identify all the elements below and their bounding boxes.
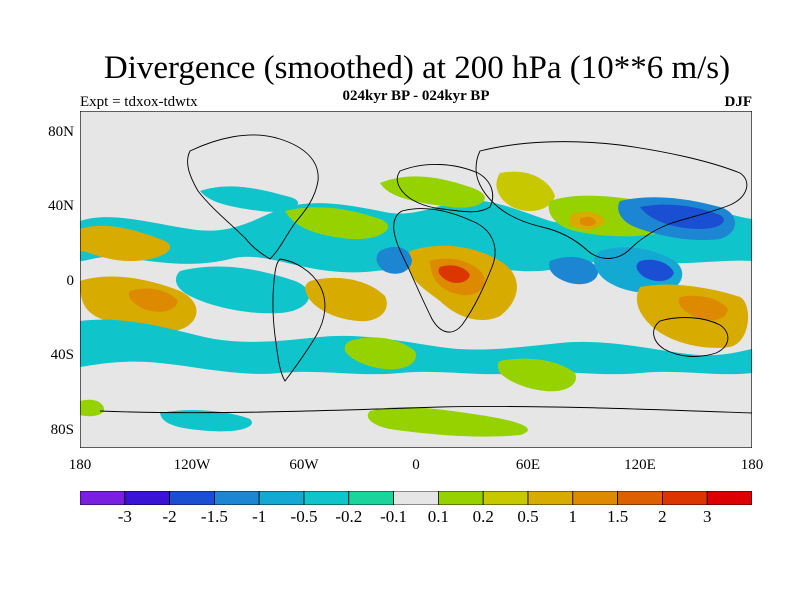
colorbar-swatch (258, 491, 305, 505)
colorbar-tick-label: 1.5 (606, 507, 629, 526)
lon-label-60w: 60W (289, 457, 319, 473)
lon-label-120e: 120E (624, 457, 656, 473)
colorbar-tick-label: 2 (658, 507, 667, 526)
colorbar-tick-label: -0.1 (380, 507, 408, 526)
colorbar-tick-label: 0.5 (517, 507, 539, 526)
colorbar-tick-label: -2 (162, 507, 177, 526)
lon-label-0: 0 (412, 457, 420, 473)
lat-label-40s: 40S (50, 347, 74, 363)
colorbar-swatch (348, 491, 394, 505)
colorbar-swatch (572, 491, 618, 505)
divergence-map (80, 111, 752, 448)
colorbar-tick-label: 1 (568, 507, 578, 526)
lon-label-180e: 180 (740, 457, 764, 473)
colorbar-tick-label: -1.5 (200, 507, 228, 526)
colorbar-swatch (482, 491, 529, 505)
colorbar-tick-label: -1 (252, 507, 267, 526)
coastlines (99, 134, 752, 414)
season-label: DJF (724, 94, 753, 110)
lat-label-40n: 40N (48, 198, 74, 214)
colorbar-swatch (80, 491, 126, 505)
colorbar-swatch (213, 491, 260, 505)
colorbar-swatch (527, 491, 574, 505)
colorbar-tick-label: -3 (117, 507, 132, 526)
colorbar-tick-label: -0.5 (290, 507, 318, 526)
divergence-fill (80, 171, 752, 437)
colorbar-swatch (437, 491, 484, 505)
plot-subtitle: 024kyr BP - 024kyr BP (342, 88, 490, 104)
lat-label-80n: 80N (48, 124, 74, 140)
colorbar-tick-label: 0.1 (427, 507, 450, 526)
colorbar-swatch (393, 491, 439, 505)
colorbar-swatch (124, 491, 170, 505)
lon-label-180w: 180 (68, 457, 92, 473)
lat-label-80s: 80S (50, 422, 74, 438)
experiment-label: Expt = tdxox-tdwtx (80, 94, 198, 110)
colorbar-tick-label: 0.2 (472, 507, 494, 526)
lon-label-60e: 60E (515, 457, 541, 473)
colorbar (80, 491, 752, 505)
colorbar-swatch (706, 491, 752, 505)
plot-title: Divergence (smoothed) at 200 hPa (10**6 … (103, 50, 731, 86)
colorbar-swatch (617, 491, 663, 505)
lon-label-120w: 120W (173, 457, 211, 473)
colorbar-tick-label: 3 (702, 507, 712, 526)
colorbar-tick-label: -0.2 (335, 507, 363, 526)
colorbar-swatch (303, 491, 350, 505)
colorbar-swatch (662, 491, 708, 505)
colorbar-swatch (169, 491, 215, 505)
lat-label-equator: 0 (66, 273, 75, 289)
